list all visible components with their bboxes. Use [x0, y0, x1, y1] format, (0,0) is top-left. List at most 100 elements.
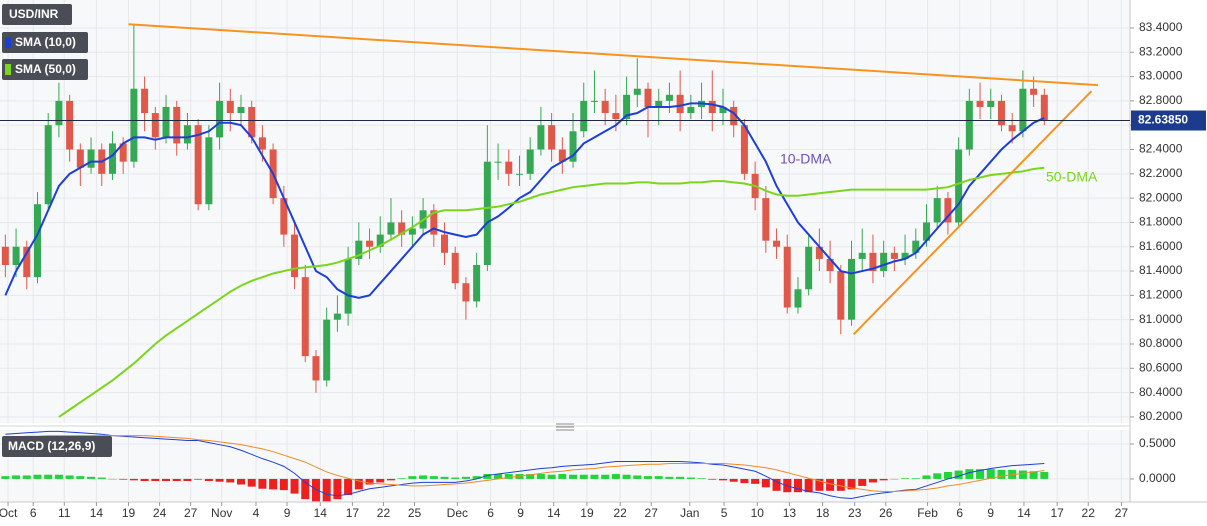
- y-tick-label: 80.2000: [1139, 409, 1183, 423]
- candle-body: [237, 106, 245, 114]
- candle-body: [323, 319, 331, 381]
- candle-body: [1019, 88, 1027, 132]
- candle-body: [987, 100, 995, 107]
- histogram-bar: [644, 476, 653, 479]
- histogram-bar: [472, 476, 481, 479]
- y-tick-label: 80.6000: [1139, 360, 1183, 374]
- legend-box: [2, 32, 88, 53]
- y-tick-label: 80.4000: [1139, 385, 1183, 399]
- resize-handle[interactable]: [556, 423, 574, 431]
- candle-body: [548, 125, 556, 150]
- candle-body: [537, 125, 545, 150]
- trend-line: [128, 23, 1098, 87]
- histogram-bar: [622, 474, 631, 479]
- candle-body: [997, 100, 1005, 126]
- candle-body: [216, 100, 224, 138]
- candle-body: [333, 313, 341, 320]
- annotation: 50-DMA: [1046, 169, 1098, 185]
- candle-body: [141, 88, 149, 114]
- x-tick-label: 19: [122, 506, 136, 520]
- histogram-bar: [12, 475, 21, 479]
- histogram-bar: [397, 478, 406, 479]
- legend-box: [2, 59, 88, 80]
- histogram-bar: [236, 478, 245, 485]
- candle-body: [526, 149, 534, 174]
- candle-body: [922, 222, 930, 241]
- candle-body: [151, 113, 159, 138]
- candle-body: [976, 100, 984, 107]
- macd-title: MACD (12,26,9): [8, 439, 95, 453]
- histogram-bar: [22, 475, 31, 479]
- candle-body: [965, 100, 973, 150]
- histogram-bar: [879, 478, 888, 481]
- x-tick-label: Jan: [680, 506, 699, 520]
- candle-body: [12, 246, 20, 265]
- candle-body: [633, 88, 641, 95]
- candle-body: [590, 100, 598, 102]
- y-tick-label: 83.4000: [1139, 20, 1183, 34]
- histogram-bar: [333, 478, 342, 500]
- candle-body: [869, 252, 877, 272]
- histogram-bar: [569, 474, 578, 479]
- candle-body: [815, 246, 823, 259]
- candle-body: [558, 149, 566, 162]
- histogram-bar: [301, 478, 310, 500]
- histogram-bar: [954, 470, 963, 479]
- histogram-bar: [108, 478, 117, 480]
- candle-body: [794, 289, 802, 308]
- histogram-bar: [172, 478, 181, 482]
- candle-body: [430, 210, 438, 235]
- y-tick-label: 83.2000: [1139, 44, 1183, 58]
- histogram-bar: [986, 469, 995, 479]
- candle-body: [1040, 94, 1048, 121]
- histogram-bar: [504, 474, 513, 479]
- histogram-bar: [461, 476, 470, 479]
- x-tick-label: 22: [377, 506, 391, 520]
- histogram-bar: [344, 478, 353, 496]
- candle-body: [408, 228, 416, 235]
- histogram-bar: [740, 478, 749, 484]
- histogram-bar: [1018, 470, 1027, 479]
- histogram-bar: [440, 476, 449, 479]
- candle-body: [826, 258, 834, 272]
- x-tick-label: 6: [30, 506, 37, 520]
- histogram-bar: [279, 478, 288, 491]
- x-tick-label: 9: [517, 506, 524, 520]
- candle-body: [398, 222, 406, 235]
- candle-body: [644, 88, 652, 107]
- histogram-bar: [311, 478, 320, 502]
- histogram-bar: [129, 478, 138, 481]
- candle-body: [708, 100, 716, 114]
- histogram-bar: [718, 478, 727, 481]
- candle-body: [848, 258, 856, 320]
- histogram-bar: [890, 478, 899, 480]
- candle-body: [762, 198, 770, 241]
- x-tick-label: 11: [58, 506, 71, 520]
- histogram-bar: [911, 478, 920, 479]
- x-tick-label: 10: [751, 506, 765, 520]
- candle-body: [580, 100, 588, 132]
- candle-body: [44, 125, 52, 205]
- y-tick-label: 82.0000: [1139, 190, 1183, 204]
- candle-body: [119, 143, 127, 162]
- annotation: 10-DMA: [780, 151, 832, 167]
- histogram-bar: [933, 473, 942, 479]
- last-price-label: 82.63850: [1138, 113, 1188, 127]
- candle-body: [665, 94, 673, 101]
- x-tick-label: Dec: [447, 506, 468, 520]
- histogram-bar: [429, 476, 438, 479]
- candle-body: [376, 234, 384, 247]
- x-tick-label: 18: [816, 506, 830, 520]
- y-tick-label: 83.0000: [1139, 69, 1183, 83]
- candle-body: [944, 198, 952, 223]
- last-price-badge: [1131, 110, 1206, 131]
- sma-line: [4, 102, 1045, 299]
- histogram-bar: [601, 474, 610, 479]
- histogram-bar: [76, 476, 85, 479]
- candle-body: [1, 246, 9, 265]
- y-tick-label: 0.5000: [1139, 436, 1176, 450]
- histogram-bar: [536, 474, 545, 479]
- histogram-bar: [558, 474, 567, 479]
- histogram-bar: [633, 475, 642, 479]
